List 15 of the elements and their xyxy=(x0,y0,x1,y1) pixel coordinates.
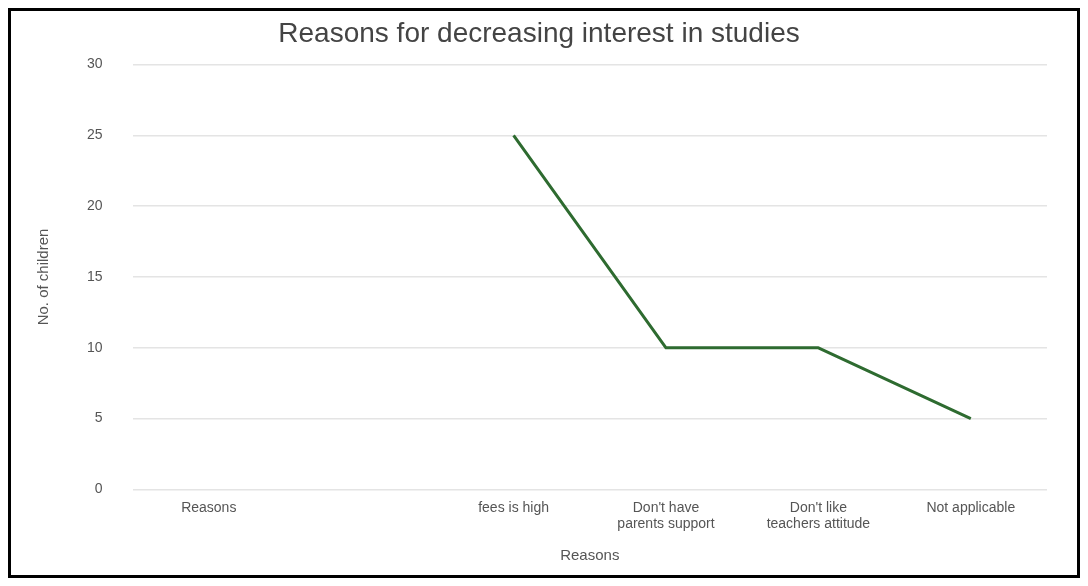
y-tick-label: 15 xyxy=(86,267,103,284)
x-tick-label: Not applicable xyxy=(926,498,1016,515)
y-tick-label: 0 xyxy=(94,480,103,497)
x-tick-label: Don't have parents support xyxy=(617,498,715,532)
chart-title: Reasons for decreasing interest in studies xyxy=(278,16,800,48)
x-tick-label: fees is high xyxy=(478,498,549,515)
x-tick-label: Don't like teachers attitude xyxy=(766,498,871,532)
y-tick-label: 25 xyxy=(86,126,103,143)
x-tick-label: Reasons xyxy=(181,498,237,515)
y-axis-title: No. of children xyxy=(34,228,52,326)
y-tick-label: 20 xyxy=(86,197,103,214)
x-axis-title: Reasons xyxy=(560,546,620,564)
y-tick-label: 10 xyxy=(86,338,103,355)
y-tick-label: 30 xyxy=(86,55,103,72)
y-tick-label: 5 xyxy=(94,409,103,426)
